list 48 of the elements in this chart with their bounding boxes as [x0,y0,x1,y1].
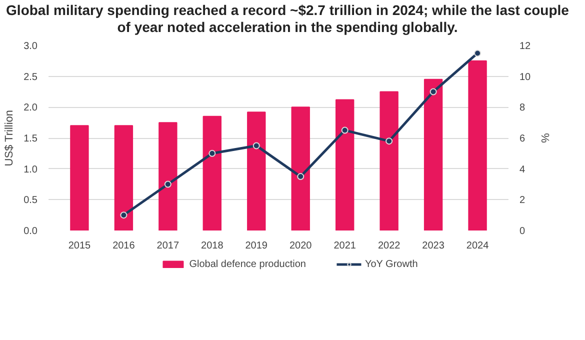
point [252,142,260,150]
y-axis-title: US$ Trillion [4,110,16,166]
x-tick-label: 2020 [289,240,312,252]
point [164,180,172,188]
x-tick-label: 2017 [156,240,180,252]
y-tick-label: 3.0 [24,41,38,52]
y2-tick-label: 8 [520,102,526,114]
y2-axis-title: % [538,133,551,144]
y-tick-label: 2.0 [24,102,38,114]
y-tick-label: 1.0 [24,164,38,176]
x-tick-label: 2016 [112,240,136,252]
y2-tick-label: 2 [520,195,526,206]
x-tick-label: 2019 [245,240,268,252]
x-tick-label: 2024 [466,240,490,252]
y-tick-label: 2.5 [24,72,38,83]
x-tick-label: 2018 [201,240,224,252]
bar [202,116,222,230]
bar [291,106,310,230]
chart-title: Global military spending reached a record ~$2.7 trillion in 2024; while the last couple of year noted acceleration in the spending globally. [5,2,570,36]
bar [70,125,89,230]
x-tick-label: 2021 [334,240,356,252]
point [430,88,437,96]
legend-label: YoY Growth [364,258,418,270]
bar [380,91,398,230]
y-tick-label: 1.5 [24,134,38,144]
bar [158,122,178,230]
point [386,138,393,145]
bar [114,125,134,230]
x-tick-label: 2023 [422,240,445,252]
x-tick-label: 2022 [378,240,401,252]
y-tick-label: 0.5 [24,195,38,206]
y2-tick-label: 10 [520,72,532,83]
point [474,50,482,57]
point [120,212,128,219]
bar [424,78,443,230]
bar [247,112,266,230]
point [297,173,304,180]
y-tick-label: 0.0 [24,226,38,237]
point [341,126,348,134]
bar [336,99,354,230]
y2-tick-label: 0 [520,226,526,237]
y2-tick-label: 6 [520,134,526,144]
bar [468,60,487,230]
y2-tick-label: 4 [520,164,526,176]
legend-label: Global defence production [189,258,306,270]
y2-tick-label: 12 [520,41,532,52]
x-tick-label: 2015 [68,240,92,252]
point [208,150,216,157]
